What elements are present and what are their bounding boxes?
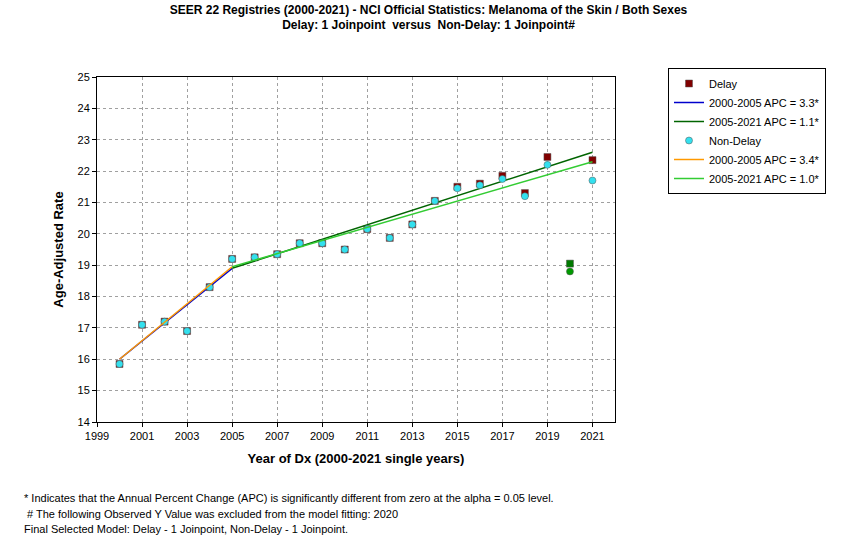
svg-text:23: 23 [78, 134, 90, 146]
svg-text:2019: 2019 [535, 430, 559, 442]
svg-text:2013: 2013 [400, 430, 424, 442]
svg-text:Final Selected Model: Delay -: Final Selected Model: Delay - 1 Joinpoin… [24, 523, 348, 535]
svg-text:Age-Adjusted Rate: Age-Adjusted Rate [51, 191, 66, 307]
svg-text:2021: 2021 [580, 430, 604, 442]
svg-text:2015: 2015 [445, 430, 469, 442]
svg-text:2005-2021 APC = 1.0*: 2005-2021 APC = 1.0* [709, 173, 819, 185]
svg-text:2000-2005 APC = 3.3*: 2000-2005 APC = 3.3* [709, 97, 819, 109]
svg-text:2001: 2001 [130, 430, 154, 442]
svg-text:2005: 2005 [220, 430, 244, 442]
svg-text:1999: 1999 [85, 430, 109, 442]
svg-text:22: 22 [78, 165, 90, 177]
svg-text:2017: 2017 [490, 430, 514, 442]
svg-text:2003: 2003 [175, 430, 199, 442]
svg-text:19: 19 [78, 259, 90, 271]
svg-text:20: 20 [78, 228, 90, 240]
svg-text:24: 24 [78, 102, 90, 114]
svg-text:2011: 2011 [355, 430, 379, 442]
svg-text:2007: 2007 [265, 430, 289, 442]
svg-text:2000-2005 APC = 3.4*: 2000-2005 APC = 3.4* [709, 154, 819, 166]
svg-text:16: 16 [78, 353, 90, 365]
svg-text:15: 15 [78, 384, 90, 396]
svg-text:# The following Observed Y Val: # The following Observed Y Value was exc… [24, 508, 398, 520]
svg-text:2005-2021 APC = 1.1*: 2005-2021 APC = 1.1* [709, 116, 819, 128]
svg-text:Delay: Delay [709, 78, 738, 90]
svg-text:21: 21 [78, 196, 90, 208]
svg-text:18: 18 [78, 290, 90, 302]
svg-text:SEER 22 Registries (2000-2021): SEER 22 Registries (2000-2021) - NCI Off… [170, 3, 688, 33]
svg-text:25: 25 [78, 71, 90, 83]
svg-text:* Indicates that the Annual Pe: * Indicates that the Annual Percent Chan… [24, 492, 554, 504]
svg-text:Non-Delay: Non-Delay [709, 135, 761, 147]
svg-text:2009: 2009 [310, 430, 334, 442]
svg-text:17: 17 [78, 322, 90, 334]
svg-text:14: 14 [78, 416, 90, 428]
svg-text:Year of Dx (2000-2021 single y: Year of Dx (2000-2021 single years) [248, 451, 465, 466]
